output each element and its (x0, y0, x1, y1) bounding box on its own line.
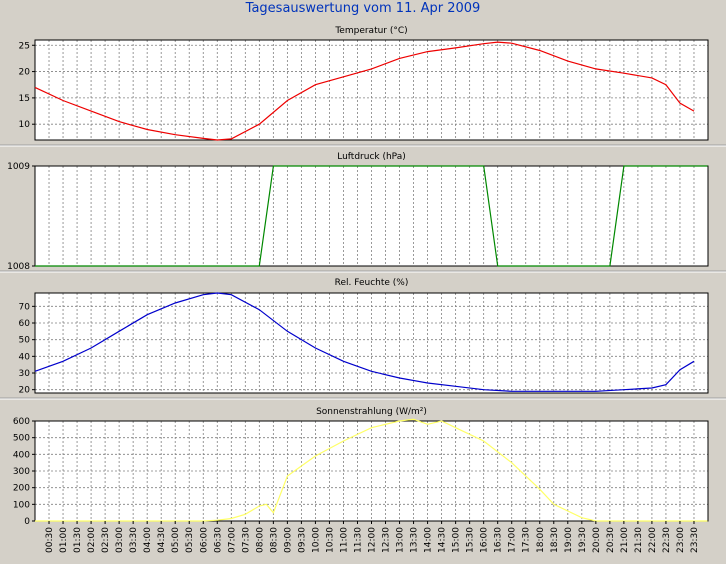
x-tick-label: 07:00 (227, 527, 237, 553)
x-tick-label: 05:30 (185, 527, 195, 553)
x-tick-label: 15:00 (452, 527, 462, 553)
panel-title: Rel. Feuchte (%) (335, 278, 409, 288)
x-tick-label: 06:30 (213, 527, 223, 553)
y-tick-label: 40 (19, 352, 31, 362)
x-tick-label: 05:00 (171, 527, 181, 553)
x-tick-label: 21:30 (634, 527, 644, 553)
x-tick-label: 01:00 (59, 527, 69, 553)
x-tick-label: 02:30 (101, 527, 111, 553)
x-tick-label: 13:30 (410, 527, 420, 553)
y-tick-label: 20 (19, 68, 31, 78)
x-tick-label: 19:30 (578, 527, 588, 553)
x-tick-label: 20:30 (606, 527, 616, 553)
y-tick-label: 600 (13, 417, 30, 427)
series-line (34, 292, 695, 392)
page-title: Tagesauswertung vom 11. Apr 2009 (245, 1, 481, 16)
y-tick-label: 400 (13, 450, 30, 460)
x-tick-label: 11:00 (339, 527, 349, 553)
x-tick-label: 21:00 (620, 527, 630, 553)
series-line (34, 41, 695, 141)
plot-frame (34, 39, 709, 141)
x-tick-label: 20:00 (592, 527, 602, 553)
y-tick-label: 30 (19, 369, 31, 379)
x-tick-label: 00:30 (45, 527, 55, 553)
x-tick-label: 23:30 (690, 527, 700, 553)
x-tick-label: 06:00 (199, 527, 209, 553)
x-tick-label: 22:00 (648, 527, 658, 553)
panel-title: Luftdruck (hPa) (337, 152, 406, 162)
y-tick-label: 0 (24, 517, 30, 527)
x-tick-label: 13:00 (396, 527, 406, 553)
x-tick-label: 10:00 (311, 527, 321, 553)
panel-title: Temperatur (°C) (334, 26, 407, 36)
x-tick-label: 11:30 (353, 527, 363, 553)
x-tick-label: 17:30 (522, 527, 532, 553)
x-tick-label: 19:00 (564, 527, 574, 553)
x-tick-label: 02:00 (87, 527, 97, 553)
series-line (35, 418, 708, 522)
x-tick-label: 16:00 (480, 527, 490, 553)
y-tick-label: 200 (13, 484, 30, 494)
x-tick-label: 09:30 (297, 527, 307, 553)
x-tick-label: 07:30 (241, 527, 251, 553)
x-tick-label: 15:30 (466, 527, 476, 553)
y-tick-label: 15 (19, 94, 30, 104)
x-tick-label: 22:30 (662, 527, 672, 553)
x-tick-label: 18:30 (550, 527, 560, 553)
y-tick-label: 50 (19, 336, 31, 346)
y-tick-label: 100 (13, 500, 30, 510)
y-tick-label: 25 (19, 41, 30, 51)
x-tick-label: 14:30 (438, 527, 448, 553)
x-tick-label: 14:00 (424, 527, 434, 553)
x-tick-label: 03:30 (129, 527, 139, 553)
x-tick-label: 17:00 (508, 527, 518, 553)
x-tick-label: 09:00 (283, 527, 293, 553)
x-tick-label: 04:00 (143, 527, 153, 553)
x-tick-label: 03:00 (115, 527, 125, 553)
x-tick-label: 08:00 (255, 527, 265, 553)
x-tick-label: 01:30 (73, 527, 83, 553)
y-tick-label: 1008 (7, 262, 30, 272)
y-tick-label: 70 (19, 302, 31, 312)
series-line (35, 165, 708, 267)
x-tick-label: 12:30 (382, 527, 392, 553)
x-tick-label: 16:30 (494, 527, 504, 553)
y-tick-label: 300 (13, 467, 30, 477)
x-tick-label: 04:30 (157, 527, 167, 553)
y-tick-label: 20 (19, 386, 31, 396)
x-tick-label: 23:00 (676, 527, 686, 553)
x-tick-label: 18:00 (536, 527, 546, 553)
x-tick-label: 12:00 (368, 527, 378, 553)
y-tick-label: 1009 (7, 162, 30, 172)
x-tick-label: 10:30 (325, 527, 335, 553)
y-tick-label: 10 (19, 120, 31, 130)
y-tick-label: 60 (19, 319, 31, 329)
panel-title: Sonnenstrahlung (W/m²) (316, 407, 427, 417)
x-tick-label: 08:30 (269, 527, 279, 553)
plot-frame (34, 292, 709, 394)
y-tick-label: 500 (13, 434, 30, 444)
